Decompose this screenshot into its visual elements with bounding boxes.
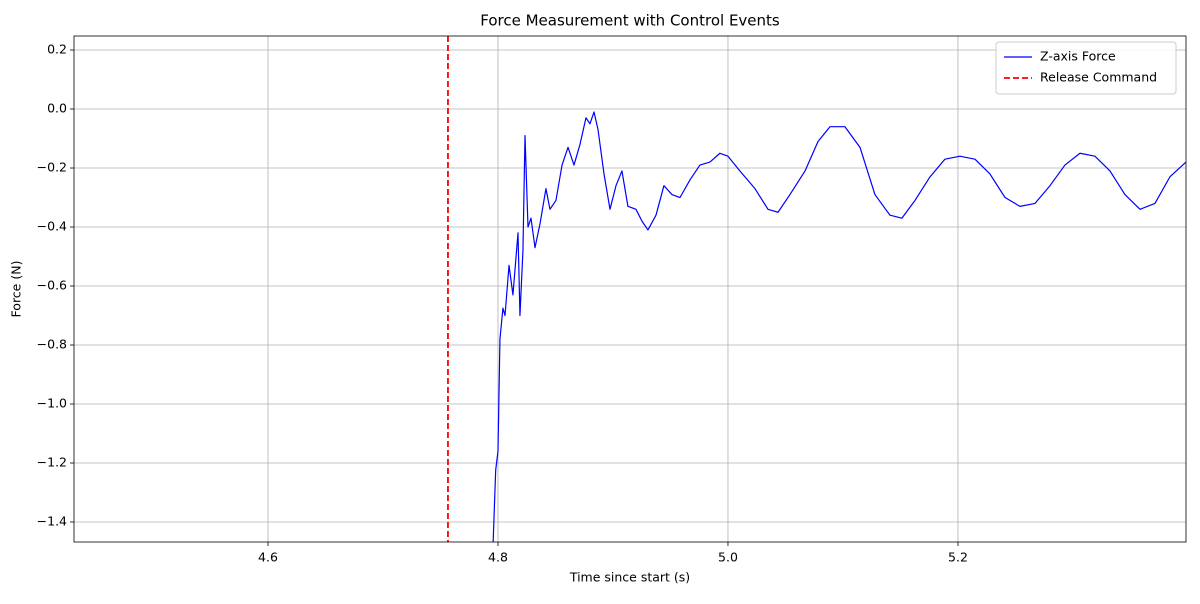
y-tick-label: −0.2 [37, 160, 67, 175]
y-tick-label: 0.2 [47, 42, 67, 57]
legend-label: Z-axis Force [1040, 49, 1116, 64]
x-tick-label: 5.0 [718, 550, 738, 565]
y-tick-label: −0.8 [37, 337, 67, 352]
legend-label: Release Command [1040, 70, 1157, 85]
data-line [492, 111, 1186, 542]
axes-frame [73, 35, 1187, 543]
chart-title: Force Measurement with Control Events [480, 12, 780, 30]
y-axis-label: Force (N) [9, 261, 24, 318]
y-tick-label: −1.0 [37, 396, 67, 411]
x-tick-label: 4.6 [258, 550, 278, 565]
x-axis-label: Time since start (s) [569, 570, 690, 585]
legend-box [995, 41, 1177, 95]
y-tick-label: 0.0 [47, 101, 67, 116]
x-tick-label: 4.8 [488, 550, 508, 565]
y-tick-label: −1.2 [37, 455, 67, 470]
y-tick-label: −0.4 [37, 219, 67, 234]
x-tick-label: 5.2 [948, 550, 968, 565]
y-tick-label: −1.4 [37, 513, 67, 528]
plot-area [447, 36, 1186, 542]
y-tick-label: −0.6 [37, 278, 67, 293]
